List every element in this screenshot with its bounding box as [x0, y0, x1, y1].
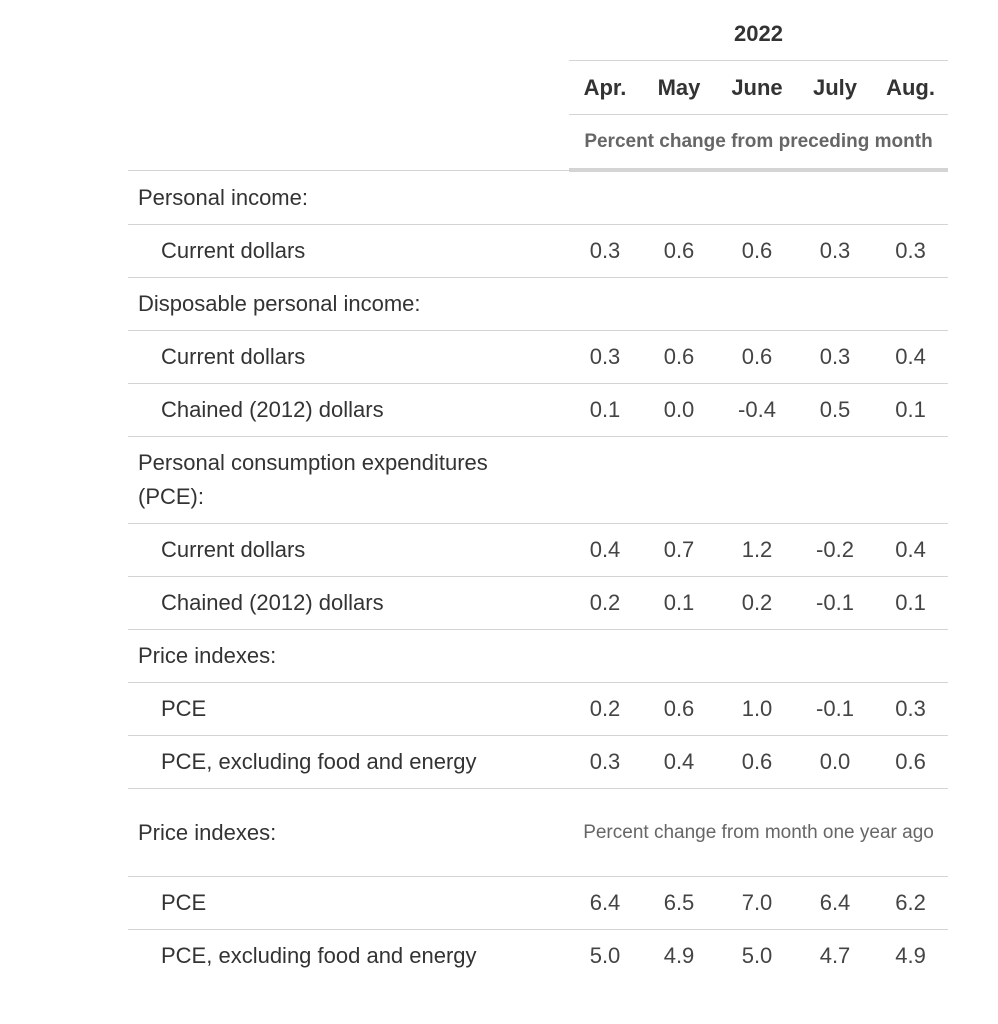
cell-value: 0.6 [641, 330, 717, 384]
cell-value: 0.6 [873, 735, 949, 789]
cell-value: 0.1 [569, 383, 641, 437]
section-label-personal-income: Personal income: [128, 170, 949, 225]
cell-value: 1.0 [717, 682, 797, 736]
section-row: Price indexes: [128, 629, 949, 683]
cell-value: 0.6 [717, 735, 797, 789]
cell-value: 0.3 [569, 224, 641, 278]
row-label: Current dollars [128, 523, 569, 577]
section-label-pce: Personal consumption expenditures (PCE): [138, 450, 488, 509]
cell-value: 0.3 [797, 330, 873, 384]
cell-value: 0.6 [641, 224, 717, 278]
row-label: Chained (2012) dollars [128, 383, 569, 437]
unit-header-row: Percent change from preceding month [128, 114, 949, 172]
cell-value: 4.9 [663, 943, 695, 968]
section-row: Personal income: [128, 170, 949, 225]
year-header: 2022 [569, 8, 949, 61]
cell-value: 0.2 [717, 576, 797, 630]
cell-value: 0.5 [797, 383, 873, 437]
cell-value: 0.2 [569, 576, 641, 630]
cell-value: -0.1 [797, 576, 873, 630]
unit-label-monthly: Percent change from preceding month [569, 114, 949, 172]
table-row: PCE 0.2 0.6 1.0 -0.1 0.3 [128, 682, 949, 736]
cell-value: 0.0 [797, 735, 873, 789]
month-header-june: June [717, 60, 797, 115]
row-label: Current dollars [128, 224, 569, 278]
cell-value: 0.1 [641, 576, 717, 630]
table-row: PCE 6.4 6.5 7.0 6.4 6.2 [128, 876, 949, 930]
cell-value: 0.0 [641, 383, 717, 437]
cell-value: 0.3 [873, 224, 949, 278]
row-label: Chained (2012) dollars [128, 576, 569, 630]
unit-label-yearly: Percent change from month one year ago [569, 788, 949, 877]
table-row: Current dollars 0.3 0.6 0.6 0.3 0.3 [128, 224, 949, 278]
row-label: PCE [128, 876, 569, 930]
row-label: Current dollars [128, 330, 569, 384]
cell-value: 5.0 [589, 943, 621, 968]
cell-value: 0.4 [641, 735, 717, 789]
cell-value: 6.2 [873, 876, 949, 930]
month-header-may: May [641, 60, 717, 115]
section-label-price-indexes-yearly: Price indexes: [128, 788, 569, 877]
table-row: Chained (2012) dollars 0.2 0.1 0.2 -0.1 … [128, 576, 949, 630]
table-row: Current dollars 0.4 0.7 1.2 -0.2 0.4 [128, 523, 949, 577]
section-row: Disposable personal income: [128, 277, 949, 331]
cell-value: 0.6 [717, 224, 797, 278]
cell-value: 6.5 [641, 876, 717, 930]
cell-value: 7.0 [717, 876, 797, 930]
cell-value: 0.6 [717, 330, 797, 384]
cell-value: 0.2 [569, 682, 641, 736]
cell-value: 1.2 [717, 523, 797, 577]
cell-value: 0.7 [641, 523, 717, 577]
corner-cell [128, 8, 569, 61]
cell-value: 4.9 [895, 943, 926, 968]
year-header-row: 2022 [128, 8, 949, 61]
section-row: Price indexes: Percent change from month… [128, 788, 949, 877]
cell-value: 0.6 [641, 682, 717, 736]
cell-value: 0.1 [873, 383, 949, 437]
cell-value: 0.4 [569, 523, 641, 577]
cell-value: 0.4 [873, 523, 949, 577]
cell-value: 4.7 [819, 943, 851, 968]
table-row: Chained (2012) dollars 0.1 0.0 -0.4 0.5 … [128, 383, 949, 437]
cell-value: -0.1 [797, 682, 873, 736]
cell-value: -0.2 [797, 523, 873, 577]
section-label-price-indexes: Price indexes: [128, 629, 949, 683]
cell-value: 6.4 [797, 876, 873, 930]
month-header-july: July [797, 60, 873, 115]
cell-value: 0.1 [873, 576, 949, 630]
personal-income-table-container: 2022 Apr. May June July Aug. Percent cha… [128, 8, 949, 983]
row-label: PCE, excluding food and energy [128, 735, 569, 789]
table-row: Current dollars 0.3 0.6 0.6 0.3 0.4 [128, 330, 949, 384]
personal-income-outlays-table: 2022 Apr. May June July Aug. Percent cha… [128, 8, 949, 983]
month-header-row: Apr. May June July Aug. [128, 60, 949, 115]
cell-value: -0.4 [717, 383, 797, 437]
row-label: PCE [128, 682, 569, 736]
cell-value: 0.3 [569, 330, 641, 384]
row-label: PCE, excluding food and energy [161, 943, 477, 968]
cell-value: 5.0 [741, 943, 773, 968]
table-row: PCE, excluding food and energy 5.0 4.9 5… [128, 930, 948, 983]
section-row: Personal consumption expenditures (PCE): [128, 436, 949, 524]
month-header-aug: Aug. [873, 60, 949, 115]
section-label-disposable-income: Disposable personal income: [128, 277, 949, 331]
cell-value: 0.3 [569, 735, 641, 789]
cell-value: 0.4 [873, 330, 949, 384]
cell-value: 6.4 [569, 876, 641, 930]
month-header-apr: Apr. [569, 60, 641, 115]
cell-value: 0.3 [797, 224, 873, 278]
table-row: PCE, excluding food and energy 0.3 0.4 0… [128, 735, 949, 789]
cell-value: 0.3 [873, 682, 949, 736]
